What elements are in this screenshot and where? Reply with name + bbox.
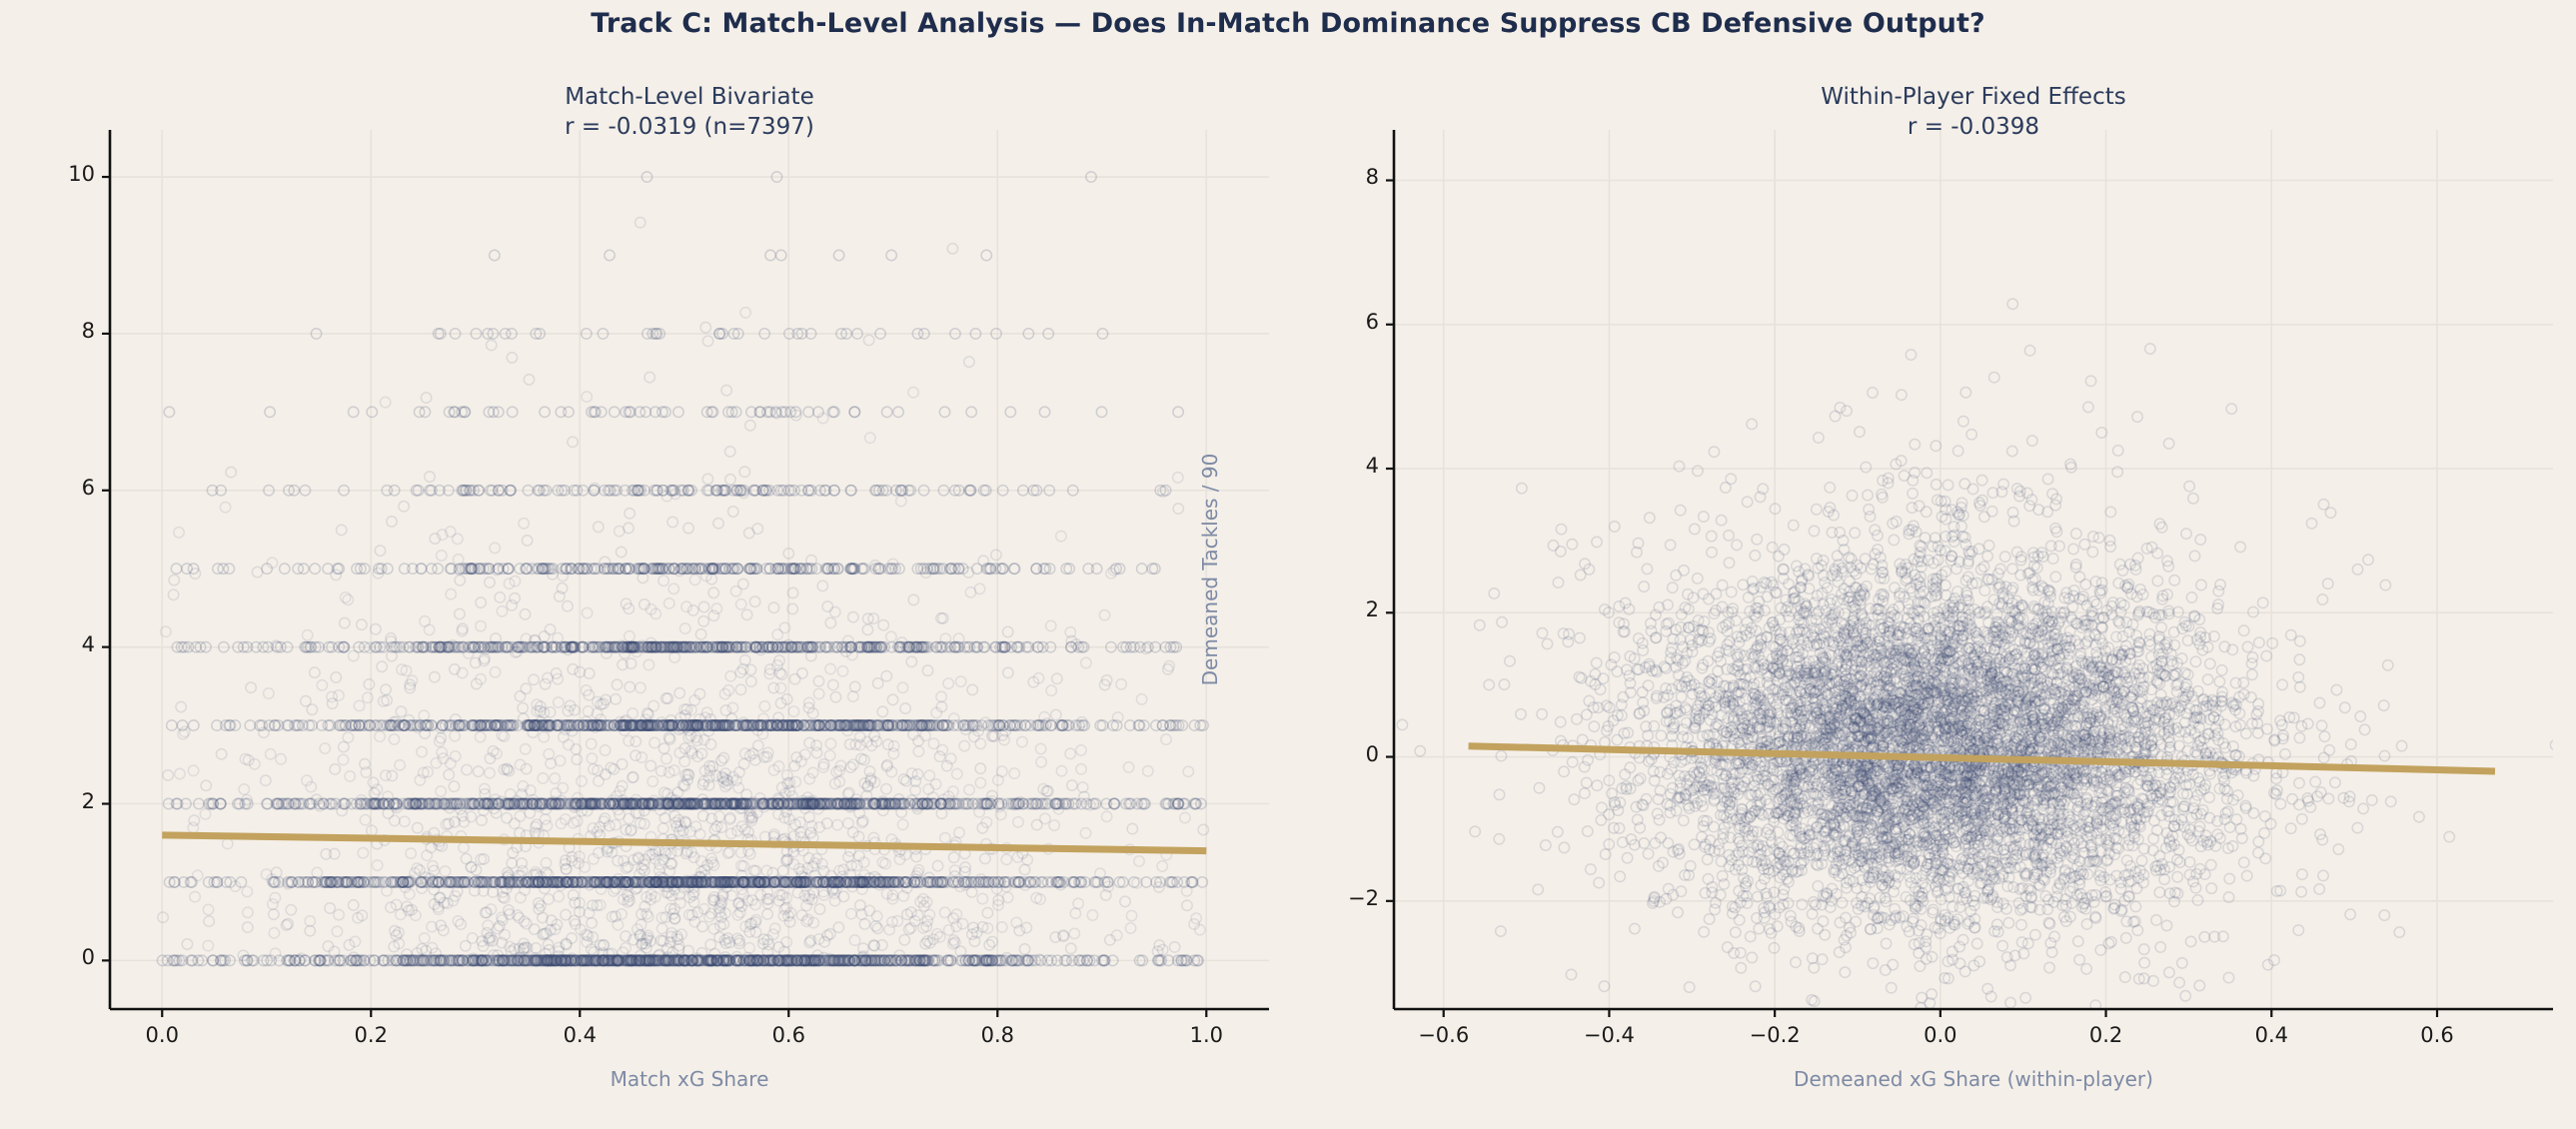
y-tick-label: −2	[1348, 885, 1379, 910]
y-tick-label: 10	[68, 162, 95, 187]
x-tick-label: 0.6	[771, 1023, 805, 1047]
panel-within-player-fixed-effects: Within-Player Fixed Effects r = -0.0398 …	[1198, 60, 2576, 1129]
x-tick-label: 0.8	[980, 1023, 1014, 1047]
y-tick-label: 8	[81, 318, 95, 343]
y-tick-label: 8	[1365, 165, 1379, 190]
y-axis-label: Demeaned Tackles / 90	[1198, 453, 1222, 686]
y-tick-label: 2	[81, 788, 95, 813]
y-tick-label: 0	[1365, 741, 1379, 766]
x-tick-label: −0.4	[1583, 1023, 1635, 1047]
trend-line	[162, 831, 1207, 855]
x-tick-label: 0.4	[2254, 1023, 2288, 1047]
x-tick-label: 0.4	[563, 1023, 597, 1047]
panel-left-title: Match-Level Bivariate	[565, 84, 814, 110]
x-tick-label: 0.0	[1924, 1023, 1957, 1047]
x-tick-label: 0.0	[145, 1023, 179, 1047]
y-tick-label: 6	[81, 475, 95, 500]
x-tick-label: 0.2	[2088, 1023, 2123, 1047]
gridlines	[110, 130, 1269, 1009]
x-axis-label: Demeaned xG Share (within-player)	[1794, 1067, 2153, 1091]
x-tick-label: 0.6	[2420, 1023, 2454, 1047]
panel-right-subtitle: r = -0.0398	[1907, 114, 2040, 140]
scatter-points	[1396, 298, 2553, 1009]
x-tick-label: 1.0	[1189, 1023, 1223, 1047]
y-tick-label: 4	[1365, 454, 1379, 479]
y-tick-label: 6	[1365, 309, 1379, 334]
y-tick-label: 2	[1365, 597, 1379, 622]
scatter-plot-right	[1386, 130, 2553, 1017]
panel-right-title: Within-Player Fixed Effects	[1821, 84, 2126, 110]
figure-suptitle: Track C: Match-Level Analysis — Does In-…	[591, 8, 1985, 39]
y-tick-label: 0	[81, 945, 95, 970]
y-tick-label: 4	[81, 631, 95, 656]
trend-line	[1468, 742, 2496, 775]
panel-left-subtitle: r = -0.0319 (n=7397)	[565, 114, 814, 140]
x-tick-label: −0.6	[1418, 1023, 1470, 1047]
x-axis-label: Match xG Share	[610, 1067, 769, 1091]
scatter-points	[156, 171, 1210, 967]
x-tick-label: 0.2	[354, 1023, 388, 1047]
scatter-plot-left	[102, 130, 1269, 1017]
panel-match-level-bivariate: Match-Level Bivariate r = -0.0319 (n=739…	[0, 60, 1299, 1129]
x-tick-label: −0.2	[1749, 1023, 1801, 1047]
